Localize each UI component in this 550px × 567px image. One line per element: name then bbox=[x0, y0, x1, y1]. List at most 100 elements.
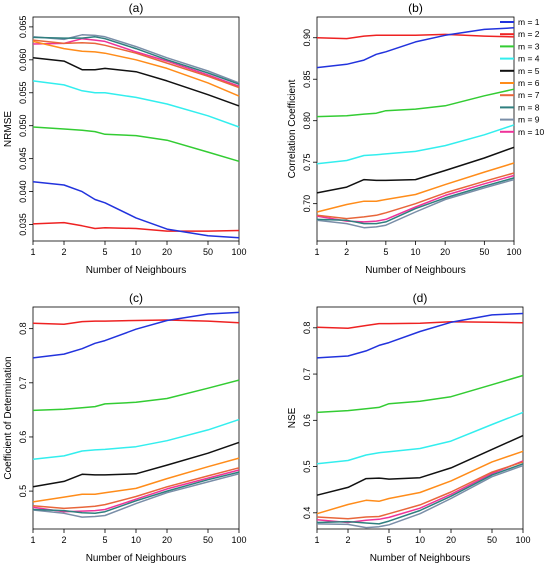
x-tick-label: 50 bbox=[487, 535, 497, 545]
x-tick-label: 20 bbox=[446, 535, 456, 545]
x-tick-label: 100 bbox=[231, 535, 246, 545]
series-line-m8 bbox=[316, 177, 515, 225]
series-line-m5 bbox=[32, 57, 240, 107]
x-tick-label: 50 bbox=[203, 535, 213, 545]
y-tick-label: 0.90 bbox=[302, 29, 312, 47]
x-tick-label: 10 bbox=[415, 535, 425, 545]
series-line-m9 bbox=[32, 473, 240, 518]
x-tick-label: 10 bbox=[131, 247, 141, 257]
series-line-m9 bbox=[316, 464, 524, 529]
series-line-m3 bbox=[316, 374, 524, 414]
series-line-m2 bbox=[32, 319, 240, 326]
legend-label: m = 2 bbox=[518, 29, 540, 39]
y-tick-label: 0.8 bbox=[18, 322, 28, 335]
series-line-m5 bbox=[316, 146, 515, 194]
series-line-m7 bbox=[32, 467, 240, 510]
x-tick-label: 5 bbox=[383, 247, 388, 257]
y-tick-label: 0.4 bbox=[302, 507, 312, 520]
x-tick-label: 100 bbox=[231, 247, 246, 257]
x-axis-title: Number of Neighbours bbox=[86, 265, 187, 276]
y-tick-label: 0.7 bbox=[18, 377, 28, 390]
series-line-m7 bbox=[316, 461, 524, 520]
series-line-m6 bbox=[316, 162, 515, 213]
y-tick-label: 0.6 bbox=[18, 431, 28, 444]
legend-label: m = 1 bbox=[518, 17, 540, 27]
panel-title: (d) bbox=[413, 291, 428, 305]
y-tick-label: 0.065 bbox=[18, 16, 28, 39]
y-tick-label: 0.035 bbox=[18, 213, 28, 236]
plot-frame bbox=[32, 306, 240, 530]
series-line-m3 bbox=[32, 126, 240, 163]
series-line-m4 bbox=[32, 418, 240, 460]
panel-b: (b) 1 2 5 10 20 50 100 0.70 0.75 0.80 0.85 0.90 Numbe… bbox=[287, 1, 522, 276]
x-tick-label: 5 bbox=[102, 247, 107, 257]
panel-d: (d) 1 2 5 10 20 50 100 0.4 0.5 0.6 0.7 0.8 Number of … bbox=[287, 291, 531, 564]
panel-title: (c) bbox=[129, 291, 143, 305]
x-tick-label: 10 bbox=[410, 247, 420, 257]
x-tick-label: 100 bbox=[506, 247, 521, 257]
y-axis-title: Correlation Coefficient bbox=[287, 79, 298, 178]
x-tick-label: 1 bbox=[314, 535, 319, 545]
x-tick-label: 1 bbox=[314, 247, 319, 257]
y-tick-label: 0.045 bbox=[18, 147, 28, 170]
x-tick-label: 2 bbox=[345, 535, 350, 545]
y-tick-label: 0.75 bbox=[302, 153, 312, 171]
y-axis-title: NSE bbox=[287, 407, 298, 428]
x-tick-label: 5 bbox=[386, 535, 391, 545]
x-tick-label: 100 bbox=[515, 535, 530, 545]
y-tick-label: 0.70 bbox=[302, 195, 312, 213]
y-tick-label: 0.7 bbox=[302, 368, 312, 381]
series-line-m6 bbox=[32, 457, 240, 503]
series-line-m7 bbox=[32, 39, 240, 89]
series-line-m3 bbox=[316, 88, 515, 118]
series-line-m8 bbox=[316, 463, 524, 525]
x-tick-label: 2 bbox=[61, 535, 66, 545]
x-axis-title: Number of Neighbours bbox=[86, 553, 187, 564]
y-tick-label: 0.040 bbox=[18, 180, 28, 203]
series-line-m1 bbox=[32, 180, 240, 239]
legend-label: m = 6 bbox=[518, 78, 540, 88]
y-tick-label: 0.5 bbox=[302, 460, 312, 473]
x-tick-label: 20 bbox=[162, 247, 172, 257]
series-line-m8 bbox=[32, 471, 240, 515]
series-line-m10 bbox=[32, 37, 240, 87]
legend-label: m = 4 bbox=[518, 54, 540, 64]
plot-frame bbox=[316, 306, 524, 530]
legend-label: m = 9 bbox=[518, 115, 540, 125]
series-line-m7 bbox=[316, 172, 515, 220]
series-line-m2 bbox=[316, 321, 524, 330]
y-tick-label: 0.85 bbox=[302, 70, 312, 88]
x-tick-label: 20 bbox=[440, 247, 450, 257]
x-tick-label: 2 bbox=[344, 247, 349, 257]
x-tick-label: 10 bbox=[131, 535, 141, 545]
x-tick-label: 1 bbox=[30, 535, 35, 545]
y-tick-label: 0.6 bbox=[302, 414, 312, 427]
y-axis-title: NRMSE bbox=[3, 111, 14, 147]
y-tick-label: 0.5 bbox=[18, 485, 28, 498]
x-tick-label: 50 bbox=[203, 247, 213, 257]
x-tick-label: 5 bbox=[102, 535, 107, 545]
panel-c: (c) 1 2 5 10 20 50 100 0.5 0.6 0.7 0.8 Number of Nei… bbox=[3, 291, 247, 564]
series-line-m6 bbox=[32, 40, 240, 97]
y-axis-title: Coefficient of Determination bbox=[3, 356, 14, 479]
x-axis-title: Number of Neighbours bbox=[370, 553, 471, 564]
legend-label: m = 3 bbox=[518, 41, 540, 51]
series-line-m3 bbox=[32, 379, 240, 412]
x-tick-label: 2 bbox=[61, 247, 66, 257]
series-line-m4 bbox=[316, 124, 515, 165]
legend-label: m = 5 bbox=[518, 66, 540, 76]
y-tick-label: 0.060 bbox=[18, 49, 28, 72]
legend: m = 1 m = 2 m = 3 m = 4 m = 5 m = 6 m = 7 m = 8… bbox=[500, 17, 544, 137]
legend-label: m = 7 bbox=[518, 90, 540, 100]
legend-label: m = 8 bbox=[518, 102, 540, 112]
series-line-m9 bbox=[316, 178, 515, 229]
legend-label: m = 10 bbox=[518, 127, 544, 137]
panel-title: (a) bbox=[129, 1, 144, 15]
panel-a: (a) 1 2 5 10 20 50 100 0.035 0.040 0.045 0.050 0.055… bbox=[3, 1, 247, 276]
series-line-m1 bbox=[316, 27, 515, 69]
y-tick-label: 0.055 bbox=[18, 81, 28, 104]
series-line-m6 bbox=[316, 450, 524, 515]
y-tick-label: 0.80 bbox=[302, 112, 312, 130]
series-line-m5 bbox=[316, 434, 524, 496]
